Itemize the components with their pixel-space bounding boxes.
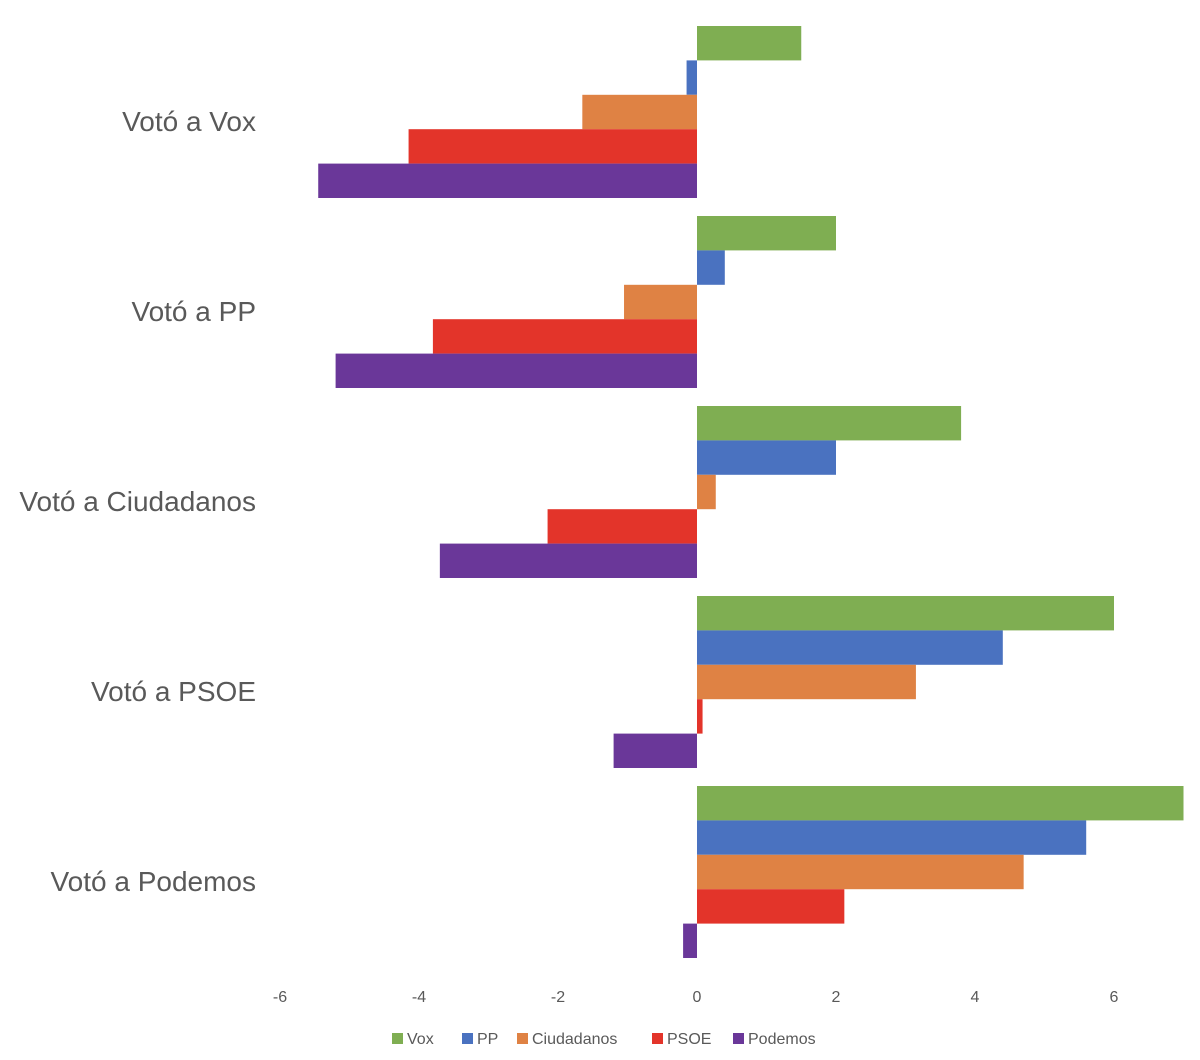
bar-voto-a-ciudadanos-ciudadanos [697, 474, 716, 510]
legend-swatch [733, 1033, 744, 1044]
bar-voto-a-pp-ciudadanos [624, 284, 697, 320]
bar-voto-a-pp-pp [697, 250, 725, 285]
x-axis-tick-labels: -6 -4 -2 0 2 4 6 [273, 989, 1119, 1006]
x-tick-label: -6 [273, 989, 287, 1006]
legend-swatch [392, 1033, 403, 1044]
legend-item-psoe: PSOE [652, 1031, 711, 1048]
category-label-voto-a-vox: Votó a Vox [122, 106, 256, 137]
bar-voto-a-psoe-pp [697, 630, 1003, 665]
bar-voto-a-ciudadanos-pp [697, 440, 836, 475]
bar-voto-a-podemos-pp [697, 820, 1087, 855]
x-tick-label: -2 [551, 989, 565, 1006]
bar-voto-a-ciudadanos-vox [697, 406, 962, 441]
bar-voto-a-psoe-vox [697, 596, 1114, 631]
bar-voto-a-pp-vox [697, 216, 836, 251]
category-label-voto-a-ciudadanos: Votó a Ciudadanos [19, 486, 256, 517]
bar-voto-a-pp-podemos [335, 353, 697, 388]
bar-voto-a-vox-vox [697, 26, 802, 61]
legend-label: Podemos [748, 1031, 816, 1048]
bar-voto-a-podemos-vox [697, 786, 1184, 821]
legend-label: PSOE [667, 1031, 711, 1048]
x-tick-label: 6 [1110, 989, 1119, 1006]
legend-item-vox: Vox [392, 1031, 434, 1048]
bar-voto-a-psoe-psoe [697, 699, 703, 734]
legend-swatch [652, 1033, 663, 1044]
legend-swatch [462, 1033, 473, 1044]
legend-label: Vox [407, 1031, 434, 1048]
bar-voto-a-vox-psoe [408, 129, 697, 164]
bar-voto-a-podemos-podemos [683, 923, 697, 958]
category-label-voto-a-podemos: Votó a Podemos [51, 866, 256, 897]
category-labels: Votó a Vox Votó a PP Votó a Ciudadanos Votó… [19, 106, 256, 897]
bar-voto-a-psoe-podemos [613, 733, 697, 768]
category-label-voto-a-psoe: Votó a PSOE [91, 676, 256, 707]
x-tick-label: -4 [412, 989, 426, 1006]
bar-voto-a-pp-psoe [432, 319, 697, 354]
bar-voto-a-psoe-ciudadanos [697, 664, 916, 700]
legend-item-ciudadanos: Ciudadanos [517, 1031, 617, 1048]
x-tick-label: 0 [693, 989, 702, 1006]
x-tick-label: 4 [971, 989, 980, 1006]
legend: Vox PP Ciudadanos PSOE Podemos [392, 1031, 816, 1048]
x-tick-label: 2 [832, 989, 841, 1006]
bar-voto-a-vox-pp [686, 60, 697, 95]
bars-group [318, 26, 1184, 958]
bar-voto-a-vox-ciudadanos [582, 94, 697, 130]
legend-label: Ciudadanos [532, 1031, 617, 1048]
legend-label: PP [477, 1031, 498, 1048]
bar-voto-a-podemos-psoe [697, 889, 845, 924]
bar-voto-a-podemos-ciudadanos [697, 854, 1024, 890]
bar-voto-a-ciudadanos-psoe [547, 509, 697, 544]
legend-item-podemos: Podemos [733, 1031, 816, 1048]
bar-voto-a-vox-podemos [318, 163, 697, 198]
legend-swatch [517, 1033, 528, 1044]
category-label-voto-a-pp: Votó a PP [131, 296, 256, 327]
bar-voto-a-ciudadanos-podemos [439, 543, 697, 578]
legend-item-pp: PP [462, 1031, 498, 1048]
